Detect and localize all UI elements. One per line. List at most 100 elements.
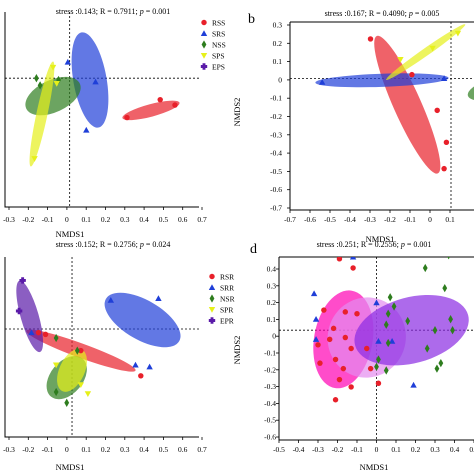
y-axis-title: NMDS2 xyxy=(232,98,242,127)
data-point-srr xyxy=(28,329,35,336)
x-tick-label: 0.1 xyxy=(82,445,92,454)
data-point-srs xyxy=(64,58,72,65)
data-point-rsr xyxy=(336,376,343,383)
x-tick-label: 0.2 xyxy=(101,445,111,454)
x-tick-label: 0.4 xyxy=(450,445,460,454)
data-point-srr xyxy=(146,363,153,370)
data-point-nsr xyxy=(432,326,438,335)
data-point-srs xyxy=(92,78,99,85)
x-tick-label: -0.3 xyxy=(3,445,15,454)
data-point-rss xyxy=(434,107,440,114)
stat-annotation: stress :0.251; R = 0.2556; p = 0.001 xyxy=(317,240,432,249)
axis-frame xyxy=(4,257,199,438)
data-point-rsr xyxy=(138,373,144,379)
x-tick-label: -0.2 xyxy=(22,215,34,224)
x-tick-label: -0.3 xyxy=(3,215,15,224)
x-tick-label: -0.1 xyxy=(42,215,54,224)
axis-frame xyxy=(4,12,199,208)
x-tick-label: 0.3 xyxy=(120,215,130,224)
panel-c: -0.3 -0.2 -0.1 0 0.1 0.2 0.3 0.4 0.5 0.6 0.7 stress… xyxy=(3,240,235,472)
panel-letter: b xyxy=(248,12,255,27)
y-tick-label: -0.3 xyxy=(270,130,282,139)
y-tick-label: -0.6 xyxy=(264,433,276,442)
x-tick-label: 0.6 xyxy=(178,215,188,224)
data-point-sps xyxy=(397,57,404,63)
data-point-nsr xyxy=(64,398,70,407)
y-tick-label: -0.5 xyxy=(270,167,282,176)
data-point-srr xyxy=(310,290,318,297)
data-point-srr xyxy=(388,337,396,344)
x-tick-label: 0.7 xyxy=(197,215,207,224)
data-point-epr xyxy=(15,307,23,315)
legend-label-eps: EPS xyxy=(212,63,225,72)
data-point-rsr xyxy=(364,345,370,352)
data-point-nsr xyxy=(376,355,381,364)
y-tick-label: -0.6 xyxy=(270,185,282,194)
x-tick-label: 0.1 xyxy=(445,215,455,224)
data-point-rsr xyxy=(35,329,42,336)
legend-label-nsr: NSR xyxy=(220,295,235,304)
x-tick-label: -0.2 xyxy=(22,445,34,454)
confidence-ellipse-nss xyxy=(467,78,474,101)
data-point-spr xyxy=(84,391,92,397)
data-point-srr xyxy=(410,381,417,388)
legend-marker-eps xyxy=(200,63,208,70)
y-tick-label: -0.2 xyxy=(264,365,276,374)
x-tick-label: 0.3 xyxy=(120,445,130,454)
y-tick-label: -0.4 xyxy=(264,399,276,408)
stat-annotation: stress :0.143; R = 0.7911; p = 0.001 xyxy=(56,7,171,16)
data-point-rsr xyxy=(326,336,333,343)
y-tick-label: 0.3 xyxy=(273,21,283,30)
data-point-nsr xyxy=(385,338,391,348)
x-axis-title: NMDS1 xyxy=(366,234,395,244)
legend-marker-spr xyxy=(208,306,216,313)
y-tick-label: -0.2 xyxy=(270,112,282,121)
legend-label-nss: NSS xyxy=(212,41,226,50)
data-point-nss xyxy=(37,81,43,90)
data-point-rss xyxy=(367,36,374,42)
x-tick-label: 0.2 xyxy=(101,215,111,224)
data-point-srs xyxy=(319,78,326,85)
x-tick-label: -0.1 xyxy=(404,215,416,224)
data-point-rsr xyxy=(317,360,323,366)
legend-label-epr: EPR xyxy=(220,317,234,326)
legend-marker-nss xyxy=(201,40,207,49)
x-tick-label: 0.2 xyxy=(411,445,421,454)
confidence-ellipse-epr xyxy=(16,280,44,353)
x-axis-title: NMDS1 xyxy=(360,462,389,472)
panel-b: -0.7 -0.6 -0.5 -0.4 -0.3 -0.2 -0.1 0 0.1 0.3 0.2 0.… xyxy=(232,9,474,244)
data-point-rss xyxy=(172,102,178,108)
x-tick-label: -0.3 xyxy=(364,215,376,224)
legend-marker-epr xyxy=(208,317,216,324)
confidence-ellipse-srs xyxy=(71,32,109,128)
data-point-nsr xyxy=(383,320,389,329)
x-tick-label: -0.3 xyxy=(312,445,324,454)
x-axis-title: NMDS1 xyxy=(56,229,85,239)
y-tick-label: -0.4 xyxy=(270,149,282,158)
y-tick-label: 0 xyxy=(278,75,282,84)
data-point-rsr xyxy=(375,380,382,386)
legend-label-rss: RSS xyxy=(212,19,225,28)
data-point-rsr xyxy=(348,384,354,390)
x-tick-label: 0.5 xyxy=(159,215,169,224)
data-point-nsr xyxy=(442,283,448,293)
data-point-nsr xyxy=(405,316,411,326)
data-point-rss xyxy=(441,165,447,172)
legend: RSS SRS NSS SPS EPS xyxy=(200,19,226,72)
data-point-sps xyxy=(49,64,57,71)
x-tick-label: 0.6 xyxy=(178,445,188,454)
data-point-rsr xyxy=(354,311,360,317)
y-axis-title: NMDS2 xyxy=(232,336,242,365)
data-point-nss xyxy=(34,74,39,83)
data-point-nsr xyxy=(387,293,393,302)
data-point-nsr xyxy=(385,309,391,318)
panel-letter: d xyxy=(250,242,257,257)
x-tick-label: 0 xyxy=(375,445,379,454)
panel-a: -0.3 -0.2 -0.1 0 0.1 0.2 0.3 0.4 0.5 0.6 0.7 stress… xyxy=(3,7,226,239)
data-point-nsr xyxy=(74,346,80,355)
data-point-rsr xyxy=(350,265,356,271)
confidence-ellipse-spr xyxy=(57,348,87,392)
data-point-srr xyxy=(312,336,320,342)
legend-marker-rss xyxy=(201,19,207,26)
